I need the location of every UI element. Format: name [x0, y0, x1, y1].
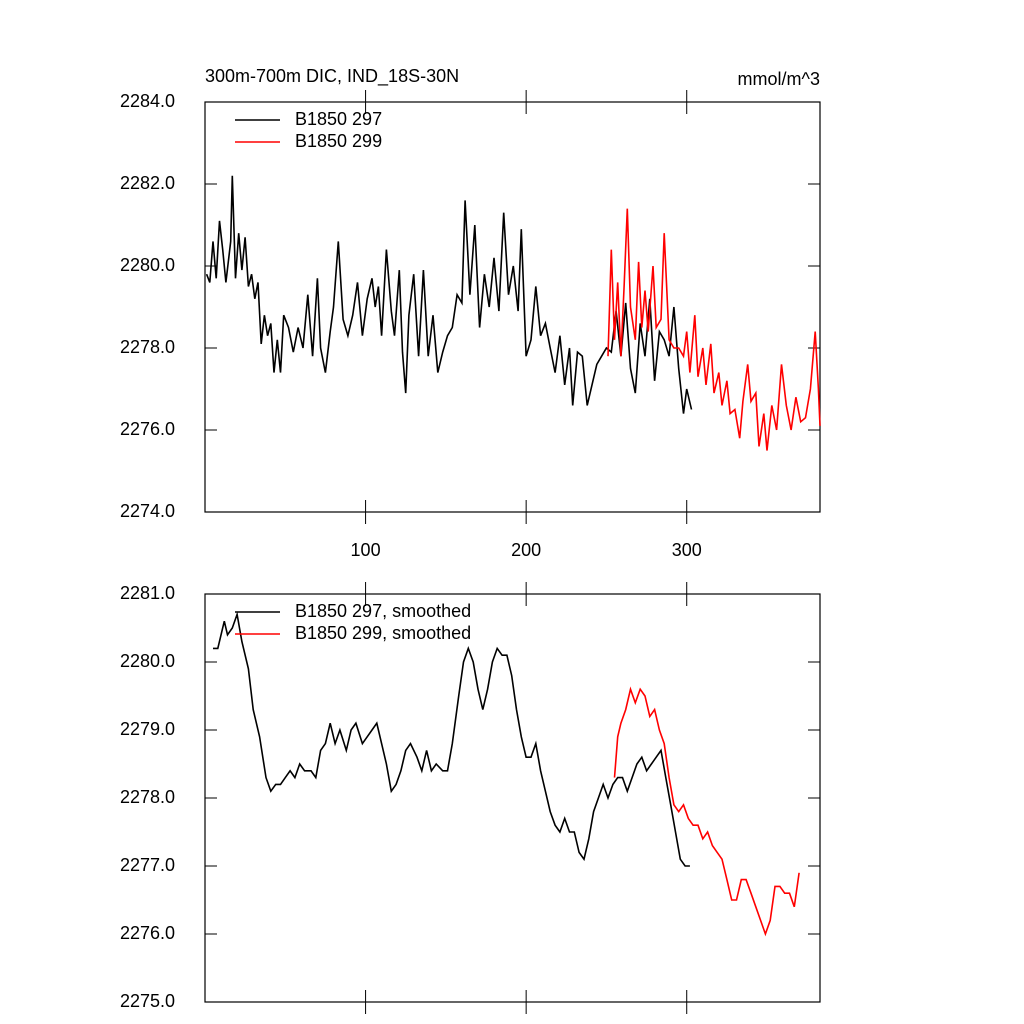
y-tick-label: 2279.0 — [120, 719, 175, 739]
y-tick-label: 2280.0 — [120, 651, 175, 671]
y-tick-label: 2274.0 — [120, 501, 175, 521]
chart-title: 300m-700m DIC, IND_18S-30N — [205, 66, 459, 87]
data-line — [205, 175, 693, 414]
legend-label: B1850 297 — [295, 109, 382, 129]
y-tick-label: 2278.0 — [120, 787, 175, 807]
legend-label: B1850 297, smoothed — [295, 601, 471, 621]
y-tick-label: 2278.0 — [120, 337, 175, 357]
data-line — [213, 611, 690, 867]
plot-frame — [204, 593, 821, 1003]
legend-label: B1850 299, smoothed — [295, 623, 471, 643]
y-tick-label: 2284.0 — [120, 91, 175, 111]
y-tick-label: 2282.0 — [120, 173, 175, 193]
y-tick-label: 2281.0 — [120, 583, 175, 603]
data-line — [613, 686, 800, 937]
x-tick-label: 300 — [672, 540, 702, 560]
data-line — [607, 208, 821, 451]
y-tick-label: 2275.0 — [120, 991, 175, 1011]
plot-frame — [204, 101, 821, 513]
y-tick-label: 2276.0 — [120, 923, 175, 943]
x-tick-label: 100 — [351, 540, 381, 560]
y-tick-label: 2280.0 — [120, 255, 175, 275]
legend-label: B1850 299 — [295, 131, 382, 151]
y-tick-label: 2276.0 — [120, 419, 175, 439]
y-tick-label: 2277.0 — [120, 855, 175, 875]
units-label: mmol/m^3 — [738, 69, 820, 89]
x-tick-label: 200 — [511, 540, 541, 560]
